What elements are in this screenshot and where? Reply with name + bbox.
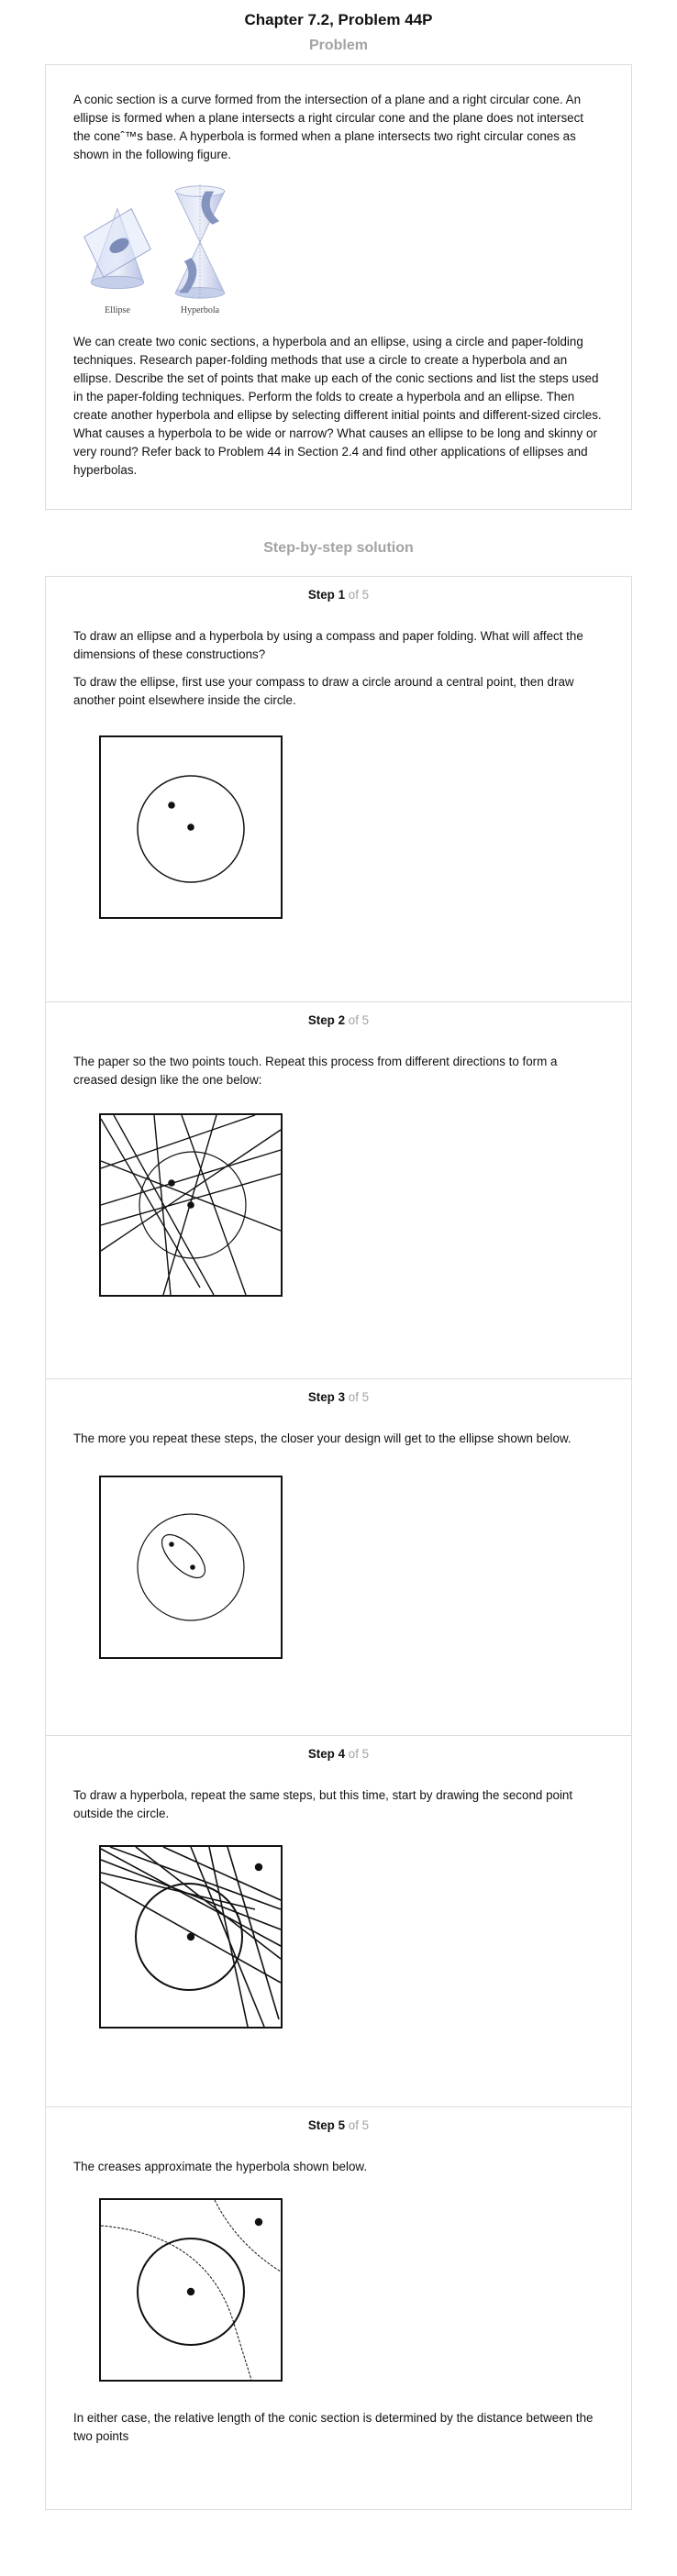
step-text: To draw a hyperbola, repeat the same ste… (73, 1786, 604, 1823)
point-marker (168, 802, 175, 809)
hyperbola-result-diagram (99, 2198, 283, 2382)
step-text: To draw an ellipse and a hyperbola by us… (73, 627, 604, 664)
hyperbola-caption: Hyperbola (181, 302, 219, 320)
ellipse-caption: Ellipse (105, 302, 130, 320)
step-header: Step 4 of 5 (73, 1747, 604, 1761)
step-number: 3 (338, 1390, 345, 1404)
solution-heading: Step-by-step solution (0, 537, 677, 559)
ellipse-figure: Ellipse (77, 184, 158, 320)
problem-paragraph-1: A conic section is a curve formed from t… (73, 91, 604, 164)
ellipse-result-diagram (99, 1476, 283, 1659)
step-header: Step 2 of 5 (73, 1013, 604, 1027)
step-header: Step 3 of 5 (73, 1390, 604, 1404)
step-of-total: of 5 (349, 1390, 369, 1404)
step-word: Step (308, 1747, 335, 1761)
step-4-figure (99, 1845, 604, 2029)
step-3: Step 3 of 5 The more you repeat these st… (46, 1379, 631, 1736)
step-text: The creases approximate the hyperbola sh… (73, 2158, 604, 2176)
hyperbola-cone-illustration (167, 184, 233, 300)
page-title: Chapter 7.2, Problem 44P (0, 0, 677, 35)
conic-sections-figure: Ellipse Hyperbola (77, 184, 604, 320)
step-text: In either case, the relative length of t… (73, 2409, 604, 2446)
step-number: 2 (338, 1013, 345, 1027)
step-number: 1 (338, 588, 345, 602)
hyperbola-figure: Hyperbola (167, 184, 233, 320)
solution-card: Step 1 of 5 To draw an ellipse and a hyp… (45, 576, 632, 2510)
problem-card: A conic section is a curve formed from t… (45, 64, 632, 510)
problem-paragraph-2: We can create two conic sections, a hype… (73, 333, 604, 480)
step-of-total: of 5 (349, 1013, 369, 1027)
step-text: To draw the ellipse, first use your comp… (73, 673, 604, 710)
step-text: The paper so the two points touch. Repea… (73, 1053, 604, 1089)
step-3-figure (99, 1476, 604, 1659)
step-of-total: of 5 (349, 2118, 369, 2132)
step-4: Step 4 of 5 To draw a hyperbola, repeat … (46, 1736, 631, 2107)
step-1: Step 1 of 5 To draw an ellipse and a hyp… (46, 577, 631, 1002)
step-5: Step 5 of 5 The creases approximate the … (46, 2107, 631, 2509)
step-word: Step (308, 1390, 335, 1404)
step-header: Step 5 of 5 (73, 2118, 604, 2132)
hyperbola-creases-diagram (99, 1845, 283, 2029)
ellipse-cone-illustration (77, 184, 158, 300)
step-number: 5 (338, 2118, 345, 2132)
problem-heading: Problem (0, 35, 677, 57)
step-2: Step 2 of 5 The paper so the two points … (46, 1002, 631, 1379)
center-point-marker (187, 824, 194, 831)
step-5-figure (99, 2198, 604, 2382)
step-text: The more you repeat these steps, the clo… (73, 1430, 604, 1448)
circle-two-points-diagram (99, 735, 283, 919)
step-word: Step (308, 2118, 335, 2132)
step-word: Step (308, 588, 335, 602)
step-word: Step (308, 1013, 335, 1027)
step-2-figure (99, 1113, 604, 1297)
step-1-figure (99, 735, 604, 919)
step-header: Step 1 of 5 (73, 588, 604, 602)
step-of-total: of 5 (349, 1747, 369, 1761)
step-number: 4 (338, 1747, 345, 1761)
creased-circle-diagram (99, 1113, 283, 1297)
step-of-total: of 5 (349, 588, 369, 602)
